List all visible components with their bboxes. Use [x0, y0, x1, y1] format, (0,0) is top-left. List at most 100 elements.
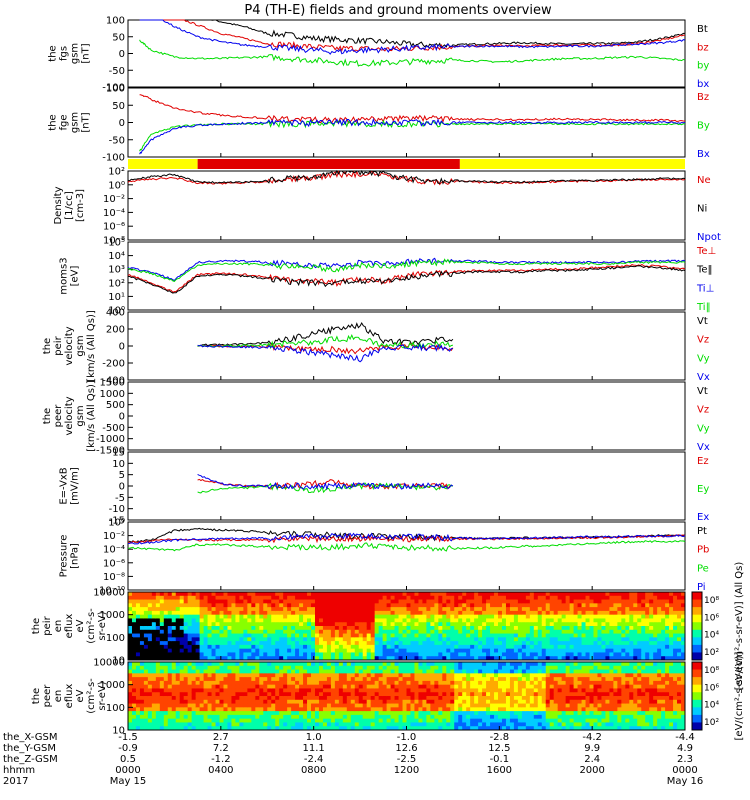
heatmap-cell: [167, 665, 173, 671]
heatmap-cell: [609, 669, 614, 674]
heatmap-cell: [402, 699, 407, 705]
heatmap-cell: [573, 618, 579, 623]
heatmap-cell: [661, 610, 666, 616]
heatmap-cell: [211, 673, 217, 678]
heatmap-cell: [311, 696, 316, 701]
heatmap-cell: [533, 699, 539, 705]
heatmap-cell: [155, 603, 161, 608]
heatmap-cell: [199, 622, 205, 627]
heatmap-cell: [533, 595, 539, 601]
heatmap-cell: [287, 592, 292, 597]
heatmap-cell: [422, 696, 427, 701]
heatmap-cell: [243, 703, 248, 708]
heatmap-cell: [183, 711, 189, 716]
heatmap-cell: [259, 599, 264, 604]
y-tick-label: 10: [112, 459, 125, 470]
heatmap-cell: [565, 722, 571, 727]
heatmap-cell: [585, 599, 591, 604]
heatmap-cell: [263, 592, 268, 597]
heatmap-cell: [466, 603, 471, 608]
heatmap-cell: [247, 711, 252, 716]
heatmap-cell: [322, 641, 328, 646]
heatmap-cell: [665, 618, 670, 623]
heatmap-cell: [501, 633, 507, 638]
heatmap-cell: [601, 610, 606, 616]
heatmap-cell: [314, 595, 320, 601]
heatmap-cell: [601, 603, 606, 608]
heatmap-cell: [394, 610, 400, 616]
heatmap-cell: [442, 662, 447, 667]
heatmap-cell: [517, 629, 523, 635]
heatmap-cell: [342, 629, 348, 635]
heatmap-cell: [159, 603, 165, 608]
heatmap-cell: [279, 633, 284, 638]
heatmap-cell: [470, 703, 475, 708]
heatmap-cell: [275, 680, 280, 686]
heatmap-cell: [318, 603, 324, 608]
heatmap-cell: [394, 714, 400, 720]
heatmap-cell: [553, 673, 559, 678]
heatmap-cell: [191, 707, 197, 712]
heatmap-cell: [426, 607, 431, 612]
heatmap-cell: [283, 696, 288, 701]
heatmap-cell: [299, 677, 304, 682]
heatmap-cell: [311, 669, 316, 674]
heatmap-cell: [426, 603, 431, 608]
heatmap-cell: [128, 656, 133, 661]
heatmap-cell: [390, 656, 396, 661]
heatmap-cell: [179, 726, 185, 731]
heatmap-cell: [247, 714, 252, 720]
heatmap-cell: [175, 637, 181, 642]
heatmap-cell: [370, 677, 376, 682]
heatmap-cell: [318, 652, 324, 657]
heatmap-cell: [553, 722, 559, 727]
heatmap-cell: [311, 622, 316, 627]
heatmap-cell: [517, 648, 523, 653]
heatmap-cell: [509, 711, 515, 716]
heatmap-cell: [358, 652, 364, 657]
heatmap-cell: [135, 648, 141, 653]
heatmap-cell: [513, 629, 519, 635]
heatmap-cell: [446, 688, 451, 693]
heatmap-cell: [482, 696, 487, 701]
heatmap-cell: [474, 696, 479, 701]
heatmap-cell: [513, 711, 519, 716]
heatmap-cell: [366, 665, 372, 671]
heatmap-cell: [342, 677, 348, 682]
heatmap-cell: [163, 592, 169, 597]
heatmap-cell: [330, 599, 336, 604]
heatmap-cell: [669, 607, 674, 612]
heatmap-cell: [279, 688, 284, 693]
heatmap-cell: [673, 595, 678, 601]
heatmap-cell: [573, 726, 579, 731]
heatmap-cell: [271, 599, 276, 604]
heatmap-cell: [235, 673, 240, 678]
heatmap-cell: [466, 677, 471, 682]
heatmap-cell: [498, 618, 503, 623]
heatmap-cell: [494, 684, 499, 689]
heatmap-cell: [661, 637, 666, 642]
heatmap-cell: [271, 718, 276, 723]
heatmap-cell: [342, 680, 348, 686]
heatmap-cell: [593, 711, 598, 716]
heatmap-cell: [259, 714, 264, 720]
heatmap-cell: [358, 610, 364, 616]
heatmap-cell: [311, 626, 316, 631]
heatmap-cell: [159, 622, 165, 627]
heatmap-cell: [203, 711, 209, 716]
heatmap-cell: [482, 595, 487, 601]
heatmap-cell: [239, 669, 244, 674]
heatmap-cell: [581, 684, 587, 689]
heatmap-cell: [577, 614, 583, 619]
heatmap-cell: [430, 722, 435, 727]
heatmap-cell: [673, 618, 678, 623]
heatmap-cell: [577, 592, 583, 597]
heatmap-cell: [215, 662, 221, 667]
heatmap-cell: [561, 703, 567, 708]
heatmap-cell: [243, 592, 248, 597]
heatmap-cell: [275, 692, 280, 697]
heatmap-cell: [255, 699, 260, 705]
heatmap-cell: [398, 688, 404, 693]
heatmap-cell: [330, 722, 336, 727]
heatmap-cell: [446, 722, 451, 727]
